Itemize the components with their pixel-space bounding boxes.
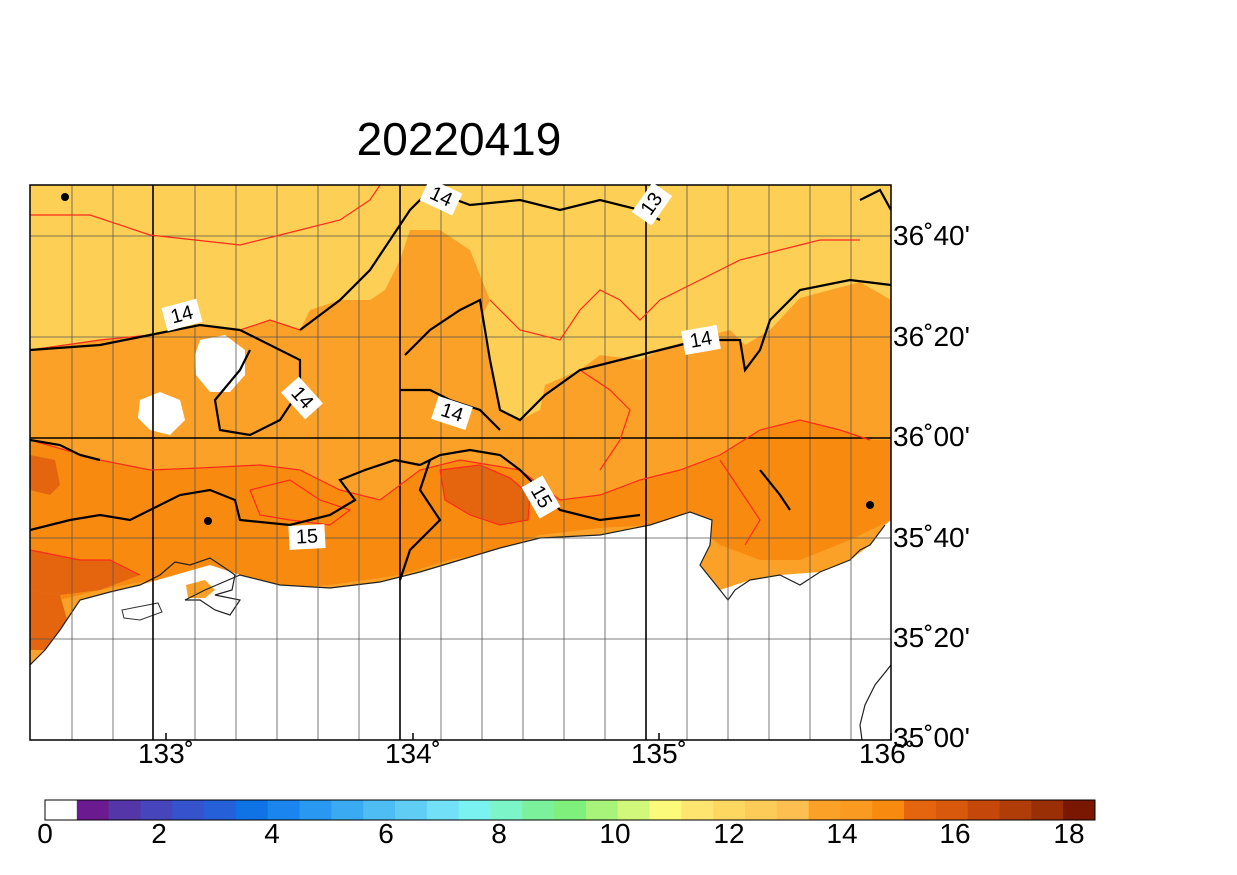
colorbar-tick: 2 (151, 818, 167, 849)
contour-label-text: 15 (295, 525, 318, 548)
lat-label-36-20: 36˚20' (893, 321, 970, 352)
colorbar-tick: 10 (599, 818, 631, 849)
colorbar-tick: 18 (1053, 818, 1085, 849)
colorbar-tick: 16 (939, 818, 971, 849)
contour-label: 14 (681, 325, 721, 355)
contour-label: 14 (419, 178, 463, 216)
contour-label: 15 (288, 524, 326, 550)
lat-label-35-40: 35˚40' (893, 522, 970, 553)
colorbar-tick: 0 (37, 818, 53, 849)
lon-label-135: 135˚ (630, 738, 688, 769)
colorbar-tick: 4 (264, 818, 280, 849)
colorbar-tick: 14 (826, 818, 858, 849)
sea-area (30, 512, 891, 740)
lat-label-35-00: 35˚00' (893, 722, 970, 753)
lat-label-36-00: 36˚00' (893, 421, 970, 452)
lon-label-134: 134˚ (384, 738, 442, 769)
map-title: 20220419 (356, 113, 562, 165)
lat-label-36-40: 36˚40' (893, 220, 970, 251)
lat-label-35-20: 35˚20' (893, 622, 970, 653)
colorbar-tick: 12 (713, 818, 745, 849)
contour-label: 14 (431, 396, 473, 430)
lon-label-133: 133˚ (137, 738, 195, 769)
contour-label: 14 (161, 298, 203, 332)
region-15-16 (30, 420, 891, 610)
colorbar-tick: 6 (378, 818, 394, 849)
lon-label-136: 136˚ (858, 738, 916, 769)
contour-label-text: 14 (688, 327, 714, 353)
colorbar-tick: 8 (491, 818, 507, 849)
